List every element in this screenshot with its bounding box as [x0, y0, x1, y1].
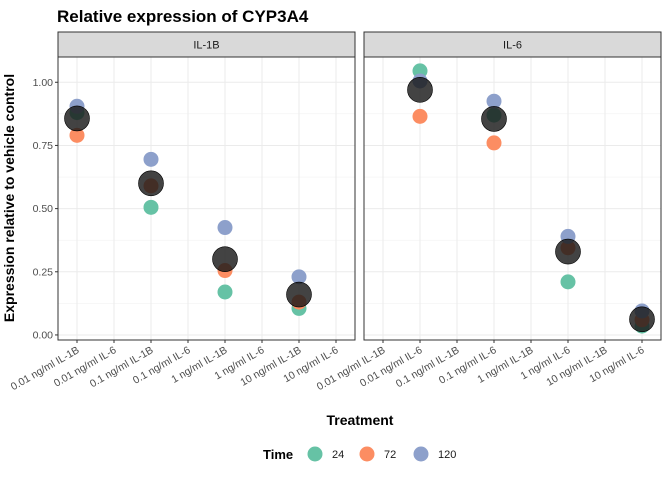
y-axis-title: Expression relative to vehicle control [1, 74, 17, 322]
data-point-120h [486, 93, 502, 109]
facet-panel-il-1b: IL-1B0.01 ng/ml IL-1B0.01 ng/ml IL-60.1 … [9, 31, 356, 393]
y-tick-label: 0.25 [33, 266, 54, 278]
y-tick-label: 0.00 [33, 329, 54, 341]
facet-strip-label: IL-1B [193, 40, 219, 52]
legend-title: Time [263, 447, 293, 462]
data-point-120h [217, 220, 233, 236]
mean-point [212, 246, 238, 272]
y-tick-label: 0.50 [33, 203, 54, 215]
data-point-24h [217, 284, 233, 300]
panel-border [363, 56, 662, 341]
legend-key-120 [413, 446, 429, 462]
mean-point [286, 281, 312, 308]
mean-point [407, 77, 433, 103]
legend-label-120: 120 [438, 449, 456, 461]
legend-key-72 [359, 446, 375, 462]
data-point-72h [412, 108, 428, 124]
facet-panel-il-6: IL-60.01 ng/ml IL-1B0.01 ng/ml IL-60.1 n… [315, 31, 662, 393]
y-tick-label: 0.75 [33, 140, 54, 152]
facet-panels: IL-1B0.01 ng/ml IL-1B0.01 ng/ml IL-60.1 … [9, 31, 662, 393]
data-point-24h [143, 199, 159, 215]
mean-point [481, 106, 507, 132]
facet-strip [363, 31, 662, 58]
y-tick-label: 1.00 [33, 77, 54, 89]
facet-strip [57, 31, 356, 58]
data-point-120h [291, 269, 307, 285]
legend-label-72: 72 [384, 449, 396, 461]
panel-background [364, 57, 661, 340]
mean-point [629, 306, 655, 333]
mean-point [555, 238, 581, 265]
x-axis-title: Treatment [327, 412, 394, 428]
facet-strip-label: IL-6 [503, 40, 522, 52]
y-axis: 0.00 0.25 0.50 0.75 1.00 [33, 77, 58, 341]
mean-point [64, 105, 90, 132]
legend: Time 24 72 120 [263, 446, 456, 462]
data-point-72h [486, 135, 502, 151]
legend-label-24: 24 [332, 449, 344, 461]
legend-key-24 [307, 446, 323, 462]
mean-point [138, 170, 164, 197]
chart-title: Relative expression of CYP3A4 [57, 7, 309, 26]
data-point-120h [143, 151, 159, 167]
data-point-72h [69, 127, 85, 143]
data-point-24h [560, 274, 576, 290]
panel-border [57, 56, 356, 341]
